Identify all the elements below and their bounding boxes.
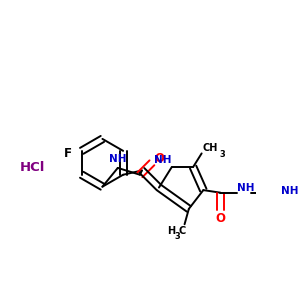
Text: H: H <box>167 226 175 236</box>
Text: F: F <box>64 147 72 160</box>
Text: NH: NH <box>237 183 255 193</box>
Text: NH: NH <box>281 186 298 196</box>
Text: 3: 3 <box>219 150 225 159</box>
Text: 2: 2 <box>299 192 300 201</box>
Text: O: O <box>154 152 165 165</box>
Text: 3: 3 <box>174 232 180 241</box>
Text: NH: NH <box>109 154 127 164</box>
Text: O: O <box>215 212 225 225</box>
Text: C: C <box>178 226 186 236</box>
Text: HCl: HCl <box>20 160 45 174</box>
Text: NH: NH <box>154 155 172 165</box>
Text: CH: CH <box>202 143 218 153</box>
